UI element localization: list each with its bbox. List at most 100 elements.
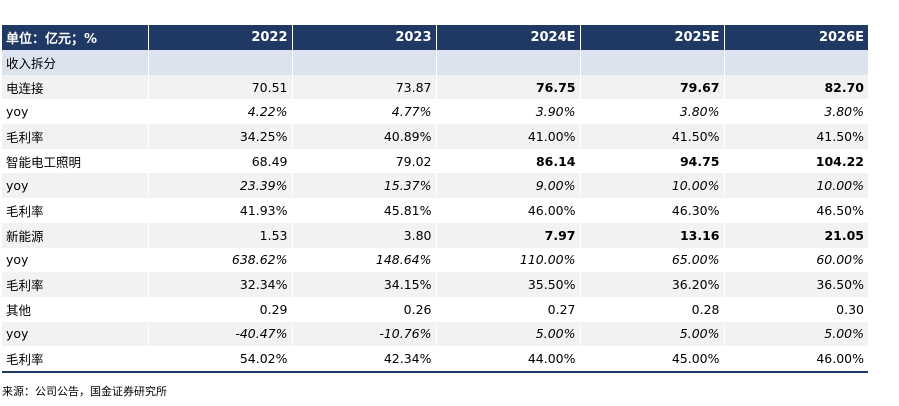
row-value-cell: 110.00% — [435, 247, 580, 273]
row-value-cell: 10.00% — [723, 173, 868, 199]
row-value-cell: 7.97 — [435, 222, 580, 248]
row-value-cell: 73.87 — [291, 74, 436, 100]
section-empty-cell — [579, 50, 724, 75]
row-label: 毛利率 — [2, 272, 148, 297]
row-value-cell: 5.00% — [435, 321, 580, 347]
row-value-cell: 46.50% — [723, 198, 868, 223]
table-body: 收入拆分 电连接 70.51 73.87 76.75 79.67 82.70 yoy 4.22… — [2, 50, 868, 373]
row-label: 智能电工照明 — [6, 154, 82, 170]
row-value-cell: 46.30% — [579, 198, 724, 223]
table-row: 电连接 70.51 73.87 76.75 79.67 82.70 — [2, 74, 868, 100]
year-header-2022: 2022 — [147, 25, 292, 50]
row-value-cell: -40.47% — [147, 321, 292, 347]
row-value-cell: 70.51 — [147, 74, 292, 100]
row-label: 毛利率 — [2, 124, 148, 149]
table-row: 其他 0.29 0.26 0.27 0.28 0.30 — [2, 296, 868, 322]
table-row: yoy 4.22% 4.77% 3.90% 3.80% 3.80% — [2, 99, 868, 125]
row-value-cell: -10.76% — [291, 321, 436, 347]
row-value-cell: 86.14 — [435, 148, 580, 174]
row-value-cell: 35.50% — [435, 272, 580, 297]
row-value-cell: 41.50% — [579, 124, 724, 149]
row-value-cell: 0.26 — [291, 296, 436, 322]
row-value-cell: 3.80% — [723, 99, 868, 125]
row-label: yoy — [6, 252, 29, 268]
row-value-cell: 5.00% — [579, 321, 724, 347]
row-label: 其他 — [6, 302, 32, 318]
section-empty-cell — [435, 50, 580, 75]
row-value-cell: 46.00% — [723, 346, 868, 373]
table-row: 毛利率 41.93% 45.81% 46.00% 46.30% 46.50% — [2, 198, 868, 223]
year-header-2026e: 2026E — [723, 25, 868, 50]
table-row: 毛利率 54.02% 42.34% 44.00% 45.00% 46.00% — [2, 346, 868, 373]
row-value-cell: 9.00% — [435, 173, 580, 199]
row-value-cell: 94.75 — [579, 148, 724, 174]
table-row: yoy 23.39% 15.37% 9.00% 10.00% 10.00% — [2, 173, 868, 199]
row-label: yoy — [2, 173, 148, 199]
row-value-cell: 148.64% — [291, 247, 436, 273]
row-value-cell: 0.30 — [723, 296, 868, 322]
row-value-cell: 21.05 — [723, 222, 868, 248]
table-row: 毛利率 34.25% 40.89% 41.00% 41.50% 41.50% — [2, 124, 868, 149]
row-value-cell: 15.37% — [291, 173, 436, 199]
row-value-cell: 82.70 — [723, 74, 868, 100]
row-value-cell: 44.00% — [435, 346, 580, 373]
row-label: yoy — [6, 104, 29, 120]
source-note: 来源：公司公告，国金证券研究所 — [2, 385, 167, 398]
row-value-cell: 41.00% — [435, 124, 580, 149]
row-value-cell: 45.00% — [579, 346, 724, 373]
row-label: 毛利率 — [2, 346, 148, 373]
row-label: 电连接 — [2, 74, 148, 100]
year-header-2024e: 2024E — [435, 25, 580, 50]
row-label: yoy — [2, 321, 148, 347]
table-row: 新能源 1.53 3.80 7.97 13.16 21.05 — [2, 222, 868, 248]
row-label: 新能源 — [2, 222, 148, 248]
section-empty-cell — [147, 50, 292, 75]
row-value-cell: 23.39% — [147, 173, 292, 199]
row-label: 毛利率 — [6, 203, 44, 219]
year-header-2023: 2023 — [291, 25, 436, 50]
row-value-cell: 41.50% — [723, 124, 868, 149]
row-value-cell: 36.20% — [579, 272, 724, 297]
row-value-cell: 4.22% — [147, 99, 292, 125]
row-value-cell: 0.29 — [147, 296, 292, 322]
financial-table-container: 单位：亿元；% 2022 2023 2024E 2025E 2026E 收入拆分… — [2, 25, 868, 373]
row-value-cell: 54.02% — [147, 346, 292, 373]
row-value-cell: 1.53 — [147, 222, 292, 248]
row-value-cell: 3.80% — [579, 99, 724, 125]
row-value-cell: 0.27 — [435, 296, 580, 322]
row-value-cell: 4.77% — [291, 99, 436, 125]
section-empty-cell — [723, 50, 868, 75]
row-value-cell: 76.75 — [435, 74, 580, 100]
table-row: yoy -40.47% -10.76% 5.00% 5.00% 5.00% — [2, 321, 868, 347]
row-value-cell: 32.34% — [147, 272, 292, 297]
table-row: 智能电工照明 68.49 79.02 86.14 94.75 104.22 — [2, 148, 868, 174]
row-value-cell: 68.49 — [147, 148, 292, 174]
row-value-cell: 42.34% — [291, 346, 436, 373]
section-title: 收入拆分 — [2, 50, 148, 75]
table-header-row: 单位：亿元；% 2022 2023 2024E 2025E 2026E — [2, 25, 868, 50]
row-value-cell: 13.16 — [579, 222, 724, 248]
row-value-cell: 36.50% — [723, 272, 868, 297]
row-value-cell: 104.22 — [723, 148, 868, 174]
row-value-cell: 60.00% — [723, 247, 868, 273]
revenue-breakdown-table: 单位：亿元；% 2022 2023 2024E 2025E 2026E 收入拆分… — [2, 25, 868, 373]
section-row: 收入拆分 — [2, 50, 868, 75]
row-value-cell: 3.90% — [435, 99, 580, 125]
row-value-cell: 5.00% — [723, 321, 868, 347]
row-value-cell: 46.00% — [435, 198, 580, 223]
table-row: 毛利率 32.34% 34.15% 35.50% 36.20% 36.50% — [2, 272, 868, 297]
row-value-cell: 65.00% — [579, 247, 724, 273]
row-value-cell: 79.02 — [291, 148, 436, 174]
row-value-cell: 40.89% — [291, 124, 436, 149]
unit-label-header: 单位：亿元；% — [2, 25, 148, 50]
section-empty-cell — [291, 50, 436, 75]
row-value-cell: 45.81% — [291, 198, 436, 223]
row-value-cell: 3.80 — [291, 222, 436, 248]
row-value-cell: 10.00% — [579, 173, 724, 199]
row-value-cell: 79.67 — [579, 74, 724, 100]
table-row: yoy 638.62% 148.64% 110.00% 65.00% 60.00% — [2, 247, 868, 273]
row-value-cell: 41.93% — [147, 198, 292, 223]
row-value-cell: 34.25% — [147, 124, 292, 149]
year-header-2025e: 2025E — [579, 25, 724, 50]
row-value-cell: 638.62% — [147, 247, 292, 273]
